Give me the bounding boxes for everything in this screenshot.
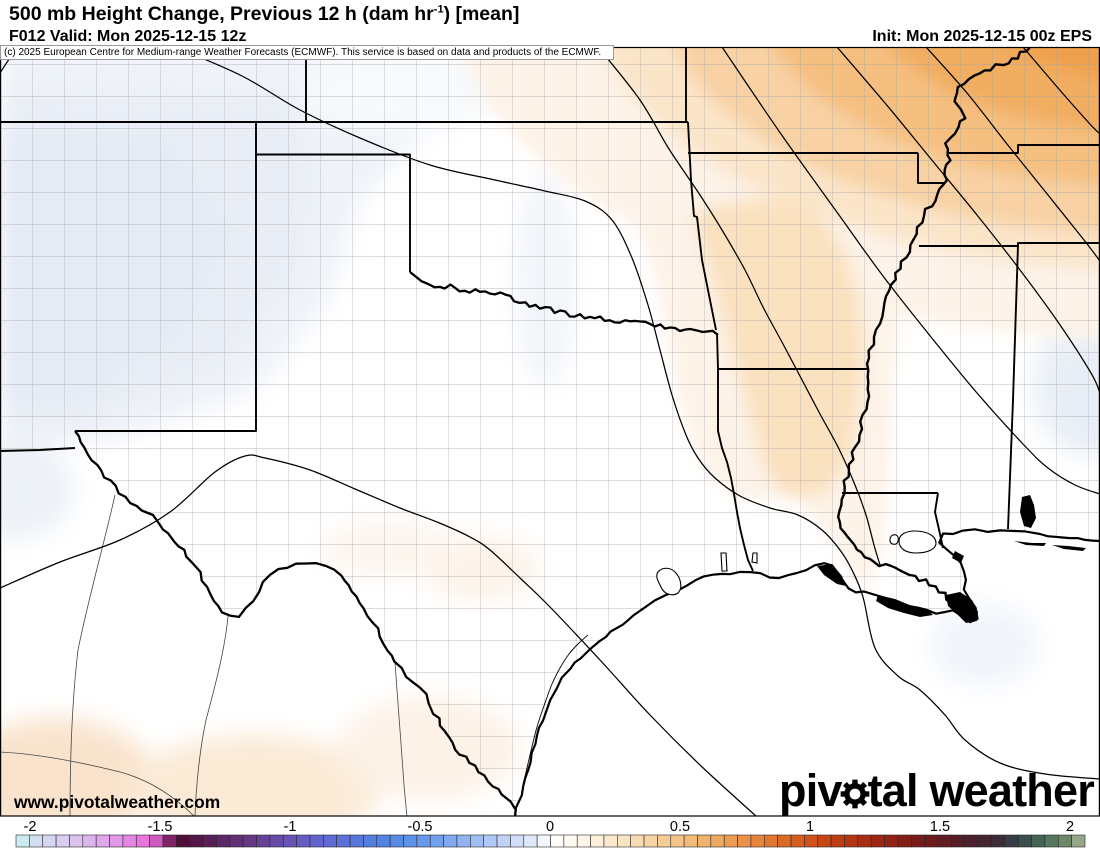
svg-text:-1.5: -1.5 [148,819,173,835]
svg-text:-0.5: -0.5 [408,819,433,835]
svg-text:0.5: 0.5 [670,819,690,835]
svg-text:-2: -2 [24,819,37,835]
svg-text:1.5: 1.5 [930,819,950,835]
svg-text:1: 1 [806,819,814,835]
svg-text:2: 2 [1066,819,1074,835]
svg-text:-1: -1 [284,819,297,835]
svg-text:0: 0 [546,819,554,835]
